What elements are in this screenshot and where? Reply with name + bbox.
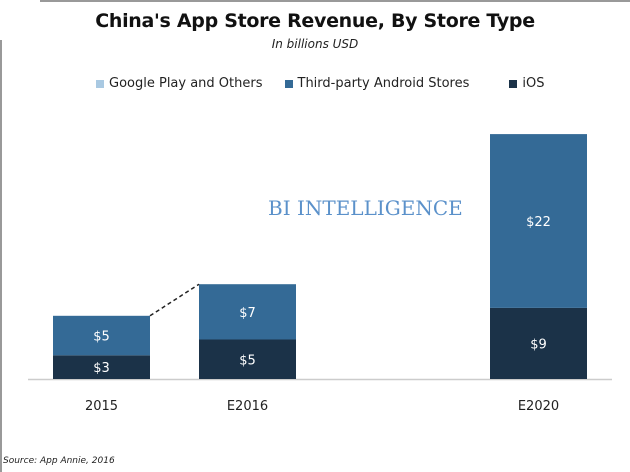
bar-segment xyxy=(199,339,296,379)
data-label: $7 xyxy=(239,306,256,321)
data-label: $3 xyxy=(93,361,110,376)
data-label: $5 xyxy=(239,353,256,368)
legend-label: Third-party Android Stores xyxy=(297,76,470,91)
legend-item-third-party: Third-party Android Stores xyxy=(284,76,470,91)
x-tick-label: E2020 xyxy=(518,399,559,414)
source-note: Source: App Annie, 2016 xyxy=(3,456,115,466)
data-label: $5 xyxy=(93,330,110,345)
bar-segment xyxy=(53,355,150,379)
legend-label: Google Play and Others xyxy=(109,76,263,91)
bar-segment xyxy=(53,315,150,356)
legend: Google Play and Others Third-party Andro… xyxy=(96,76,544,91)
watermark-text: BI INTELLIGENCE xyxy=(268,196,463,220)
data-label: $22 xyxy=(526,215,551,230)
legend-item-ios: iOS xyxy=(509,76,544,91)
growth-connector-line xyxy=(149,283,200,317)
frame-left-border xyxy=(0,40,2,472)
legend-item-google-play: Google Play and Others xyxy=(96,76,263,91)
frame-top-border xyxy=(40,0,630,2)
chart-subtitle: In billions USD xyxy=(271,37,359,51)
bar-segment xyxy=(199,284,296,340)
x-tick-label: E2016 xyxy=(227,399,268,414)
bar-segment xyxy=(490,307,587,379)
bar-segment xyxy=(490,134,587,308)
legend-swatch xyxy=(284,79,293,88)
legend-swatch xyxy=(509,79,518,88)
chart-title: China's App Store Revenue, By Store Type xyxy=(95,10,535,32)
data-label: $9 xyxy=(530,337,547,352)
legend-swatch xyxy=(96,79,104,88)
x-tick-label: 2015 xyxy=(85,399,118,414)
legend-label: iOS xyxy=(522,76,545,91)
